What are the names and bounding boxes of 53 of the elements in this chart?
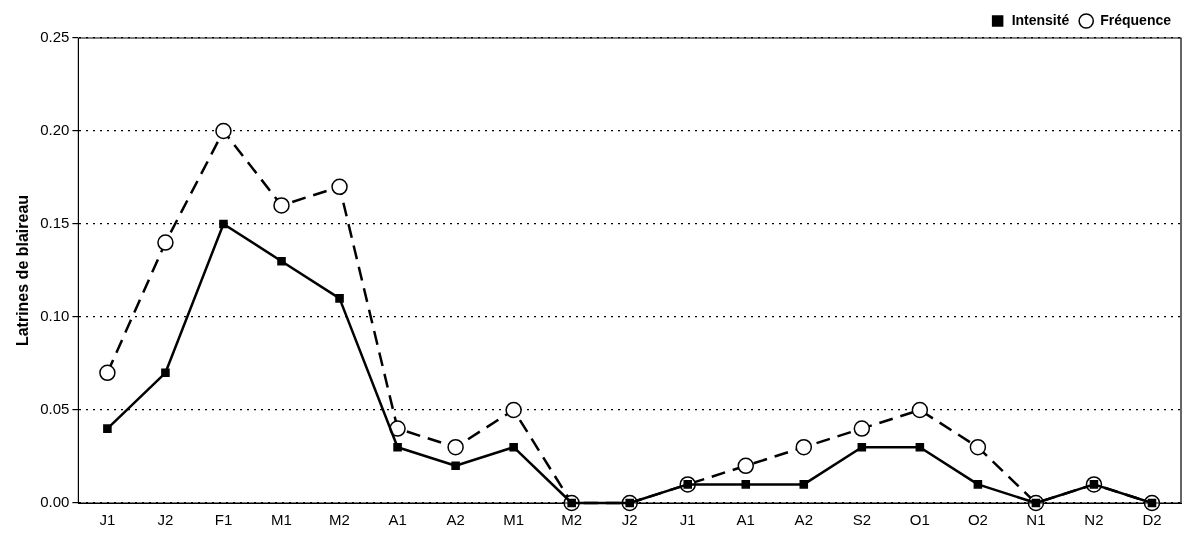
point [273, 197, 290, 214]
x-tick-label: J1 [99, 511, 116, 529]
point [161, 368, 170, 378]
y-tick-label: 0.15 [40, 214, 70, 232]
x-tick-label: F1 [214, 511, 233, 529]
point [911, 401, 929, 419]
point [447, 438, 464, 456]
point [157, 234, 174, 251]
point [215, 122, 232, 140]
y-tick-label: 0.10 [40, 307, 70, 325]
y-axis-title: Latrines de blaireau [14, 194, 32, 347]
y-tick-label: 0.05 [40, 400, 70, 418]
point [393, 442, 402, 452]
point [335, 294, 344, 303]
x-tick-label: A2 [794, 511, 813, 529]
x-tick-label: J2 [621, 511, 638, 529]
x-tick-label: A1 [388, 511, 407, 529]
x-tick-label: N2 [1084, 511, 1104, 529]
x-tick-label: M2 [329, 511, 350, 529]
y-tick-label: 0.00 [40, 493, 70, 511]
x-tick-label: A1 [736, 511, 755, 529]
point [99, 364, 116, 382]
point [857, 442, 867, 452]
point [799, 480, 809, 489]
point [915, 442, 925, 452]
x-tick-label: J1 [679, 511, 696, 529]
x-tick-label: N1 [1026, 511, 1046, 529]
x-tick-label: A2 [446, 511, 465, 529]
legend-label: Intensité [1011, 11, 1070, 28]
point [103, 424, 112, 433]
x-tick-label: O2 [967, 511, 988, 529]
point [969, 438, 987, 456]
point [505, 401, 522, 419]
point [853, 420, 871, 437]
x-tick-label: J2 [157, 511, 174, 529]
x-tick-label: M2 [561, 511, 583, 529]
x-tick-label: M1 [503, 511, 525, 529]
x-tick-label: O1 [909, 511, 930, 529]
point [973, 480, 983, 489]
x-tick-label: D2 [1142, 511, 1162, 529]
point [741, 480, 751, 489]
x-tick-label: S2 [852, 511, 871, 529]
x-tick-label: M1 [271, 511, 292, 529]
legend-label: Fréquence [1100, 11, 1172, 28]
point [331, 178, 348, 196]
point [795, 438, 813, 456]
point [451, 461, 460, 471]
point [737, 457, 755, 475]
point [277, 256, 286, 266]
y-tick-label: 0.25 [40, 28, 70, 46]
point [509, 442, 518, 452]
point [219, 219, 228, 229]
y-tick-label: 0.20 [40, 121, 70, 139]
